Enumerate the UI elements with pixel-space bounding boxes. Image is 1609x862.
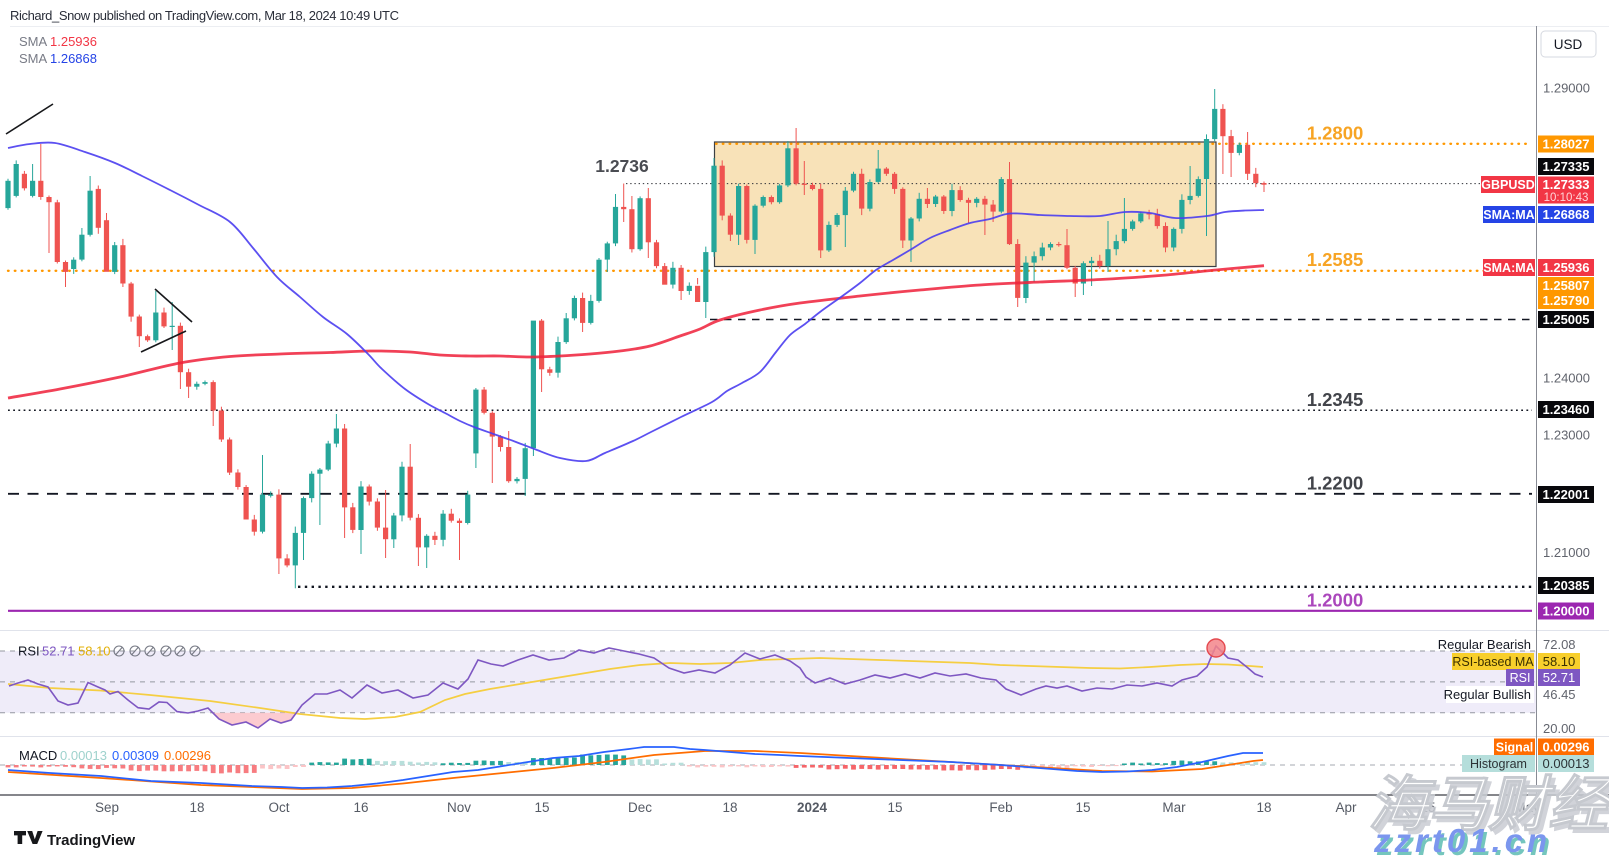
svg-text:Signal: Signal (1496, 741, 1534, 755)
svg-text:Richard_Snow published on Trad: Richard_Snow published on TradingView.co… (10, 8, 399, 23)
svg-text:Dec: Dec (628, 800, 652, 815)
svg-text:0.00296: 0.00296 (164, 748, 211, 763)
svg-text:15: 15 (887, 800, 902, 815)
svg-text:MACD: MACD (19, 748, 57, 763)
svg-text:1.23000: 1.23000 (1543, 428, 1590, 443)
svg-text:18: 18 (1256, 800, 1271, 815)
svg-text:1.29000: 1.29000 (1543, 81, 1590, 96)
svg-text:Regular Bullish: Regular Bullish (1444, 687, 1531, 702)
svg-text:1.27333: 1.27333 (1543, 177, 1590, 192)
svg-text:May: May (1514, 800, 1540, 815)
svg-text:0.00013: 0.00013 (1543, 756, 1590, 771)
svg-text:58.10: 58.10 (78, 644, 111, 659)
svg-text:Regular Bearish: Regular Bearish (1438, 637, 1531, 652)
svg-text:Apr: Apr (1335, 800, 1357, 815)
svg-text:RSI-based MA: RSI-based MA (1452, 655, 1534, 669)
svg-text:18: 18 (189, 800, 204, 815)
svg-text:1.25936: 1.25936 (50, 34, 97, 49)
svg-text:16: 16 (353, 800, 368, 815)
svg-text:zzrt01.cn: zzrt01.cn (1373, 822, 1551, 857)
svg-text:1.28027: 1.28027 (1543, 137, 1590, 152)
svg-text:RSI: RSI (18, 644, 40, 659)
svg-text:Oct: Oct (268, 800, 289, 815)
svg-text:TradingView: TradingView (47, 832, 135, 849)
svg-text:15: 15 (1420, 800, 1435, 815)
svg-text:海马财经: 海马财经 (1368, 771, 1609, 838)
svg-text:Nov: Nov (447, 800, 471, 815)
svg-text:1.20385: 1.20385 (1543, 578, 1590, 593)
svg-text:15: 15 (534, 800, 549, 815)
svg-text:0.00296: 0.00296 (1543, 740, 1590, 755)
svg-text:1.26868: 1.26868 (1543, 207, 1590, 222)
svg-text:Sep: Sep (95, 800, 119, 815)
svg-text:1.2800: 1.2800 (1307, 123, 1364, 144)
svg-text:SMA: SMA (19, 34, 48, 49)
svg-text:10:10:43: 10:10:43 (1544, 192, 1589, 204)
svg-text:RSI: RSI (1510, 671, 1531, 685)
svg-text:1.25790: 1.25790 (1543, 293, 1590, 308)
svg-text:2024: 2024 (797, 800, 828, 815)
svg-text:1.27335: 1.27335 (1543, 159, 1590, 174)
svg-text:1.26868: 1.26868 (50, 51, 97, 66)
svg-text:USD: USD (1554, 37, 1583, 52)
svg-text:72.08: 72.08 (1543, 637, 1576, 652)
svg-text:20.00: 20.00 (1543, 721, 1576, 736)
svg-text:Mar: Mar (1162, 800, 1186, 815)
svg-text:15: 15 (1075, 800, 1090, 815)
svg-text:SMA: SMA (19, 51, 48, 66)
svg-text:46.45: 46.45 (1543, 687, 1576, 702)
svg-text:1.22001: 1.22001 (1543, 487, 1590, 502)
svg-text:52.71: 52.71 (1543, 670, 1576, 685)
svg-text:1.2585: 1.2585 (1307, 249, 1364, 270)
svg-text:0.00013: 0.00013 (60, 748, 107, 763)
svg-text:1.25936: 1.25936 (1543, 260, 1590, 275)
svg-text:海马财经: 海马财经 (1372, 775, 1609, 842)
svg-text:1.2200: 1.2200 (1307, 473, 1364, 494)
svg-text:Histogram: Histogram (1470, 757, 1527, 771)
svg-text:1.21000: 1.21000 (1543, 545, 1590, 560)
svg-text:58.10: 58.10 (1543, 654, 1576, 669)
svg-text:SMA:MA: SMA:MA (1483, 261, 1534, 275)
svg-text:52.71: 52.71 (42, 644, 75, 659)
svg-text:1.25005: 1.25005 (1543, 312, 1590, 327)
svg-text:18: 18 (722, 800, 737, 815)
svg-text:1.23460: 1.23460 (1543, 402, 1590, 417)
svg-text:1.25807: 1.25807 (1543, 278, 1590, 293)
svg-text:1.2000: 1.2000 (1307, 590, 1364, 611)
svg-text:1.2345: 1.2345 (1307, 389, 1364, 410)
svg-text:1.20000: 1.20000 (1543, 604, 1590, 619)
svg-text:1.2736: 1.2736 (595, 156, 649, 176)
svg-text:0.00309: 0.00309 (112, 748, 159, 763)
svg-text:Feb: Feb (989, 800, 1012, 815)
svg-text:zzrt01.cn: zzrt01.cn (1376, 825, 1554, 857)
svg-text:GBPUSD: GBPUSD (1481, 178, 1534, 192)
svg-text:SMA:MA: SMA:MA (1483, 208, 1534, 222)
svg-text:1.24000: 1.24000 (1543, 371, 1590, 386)
